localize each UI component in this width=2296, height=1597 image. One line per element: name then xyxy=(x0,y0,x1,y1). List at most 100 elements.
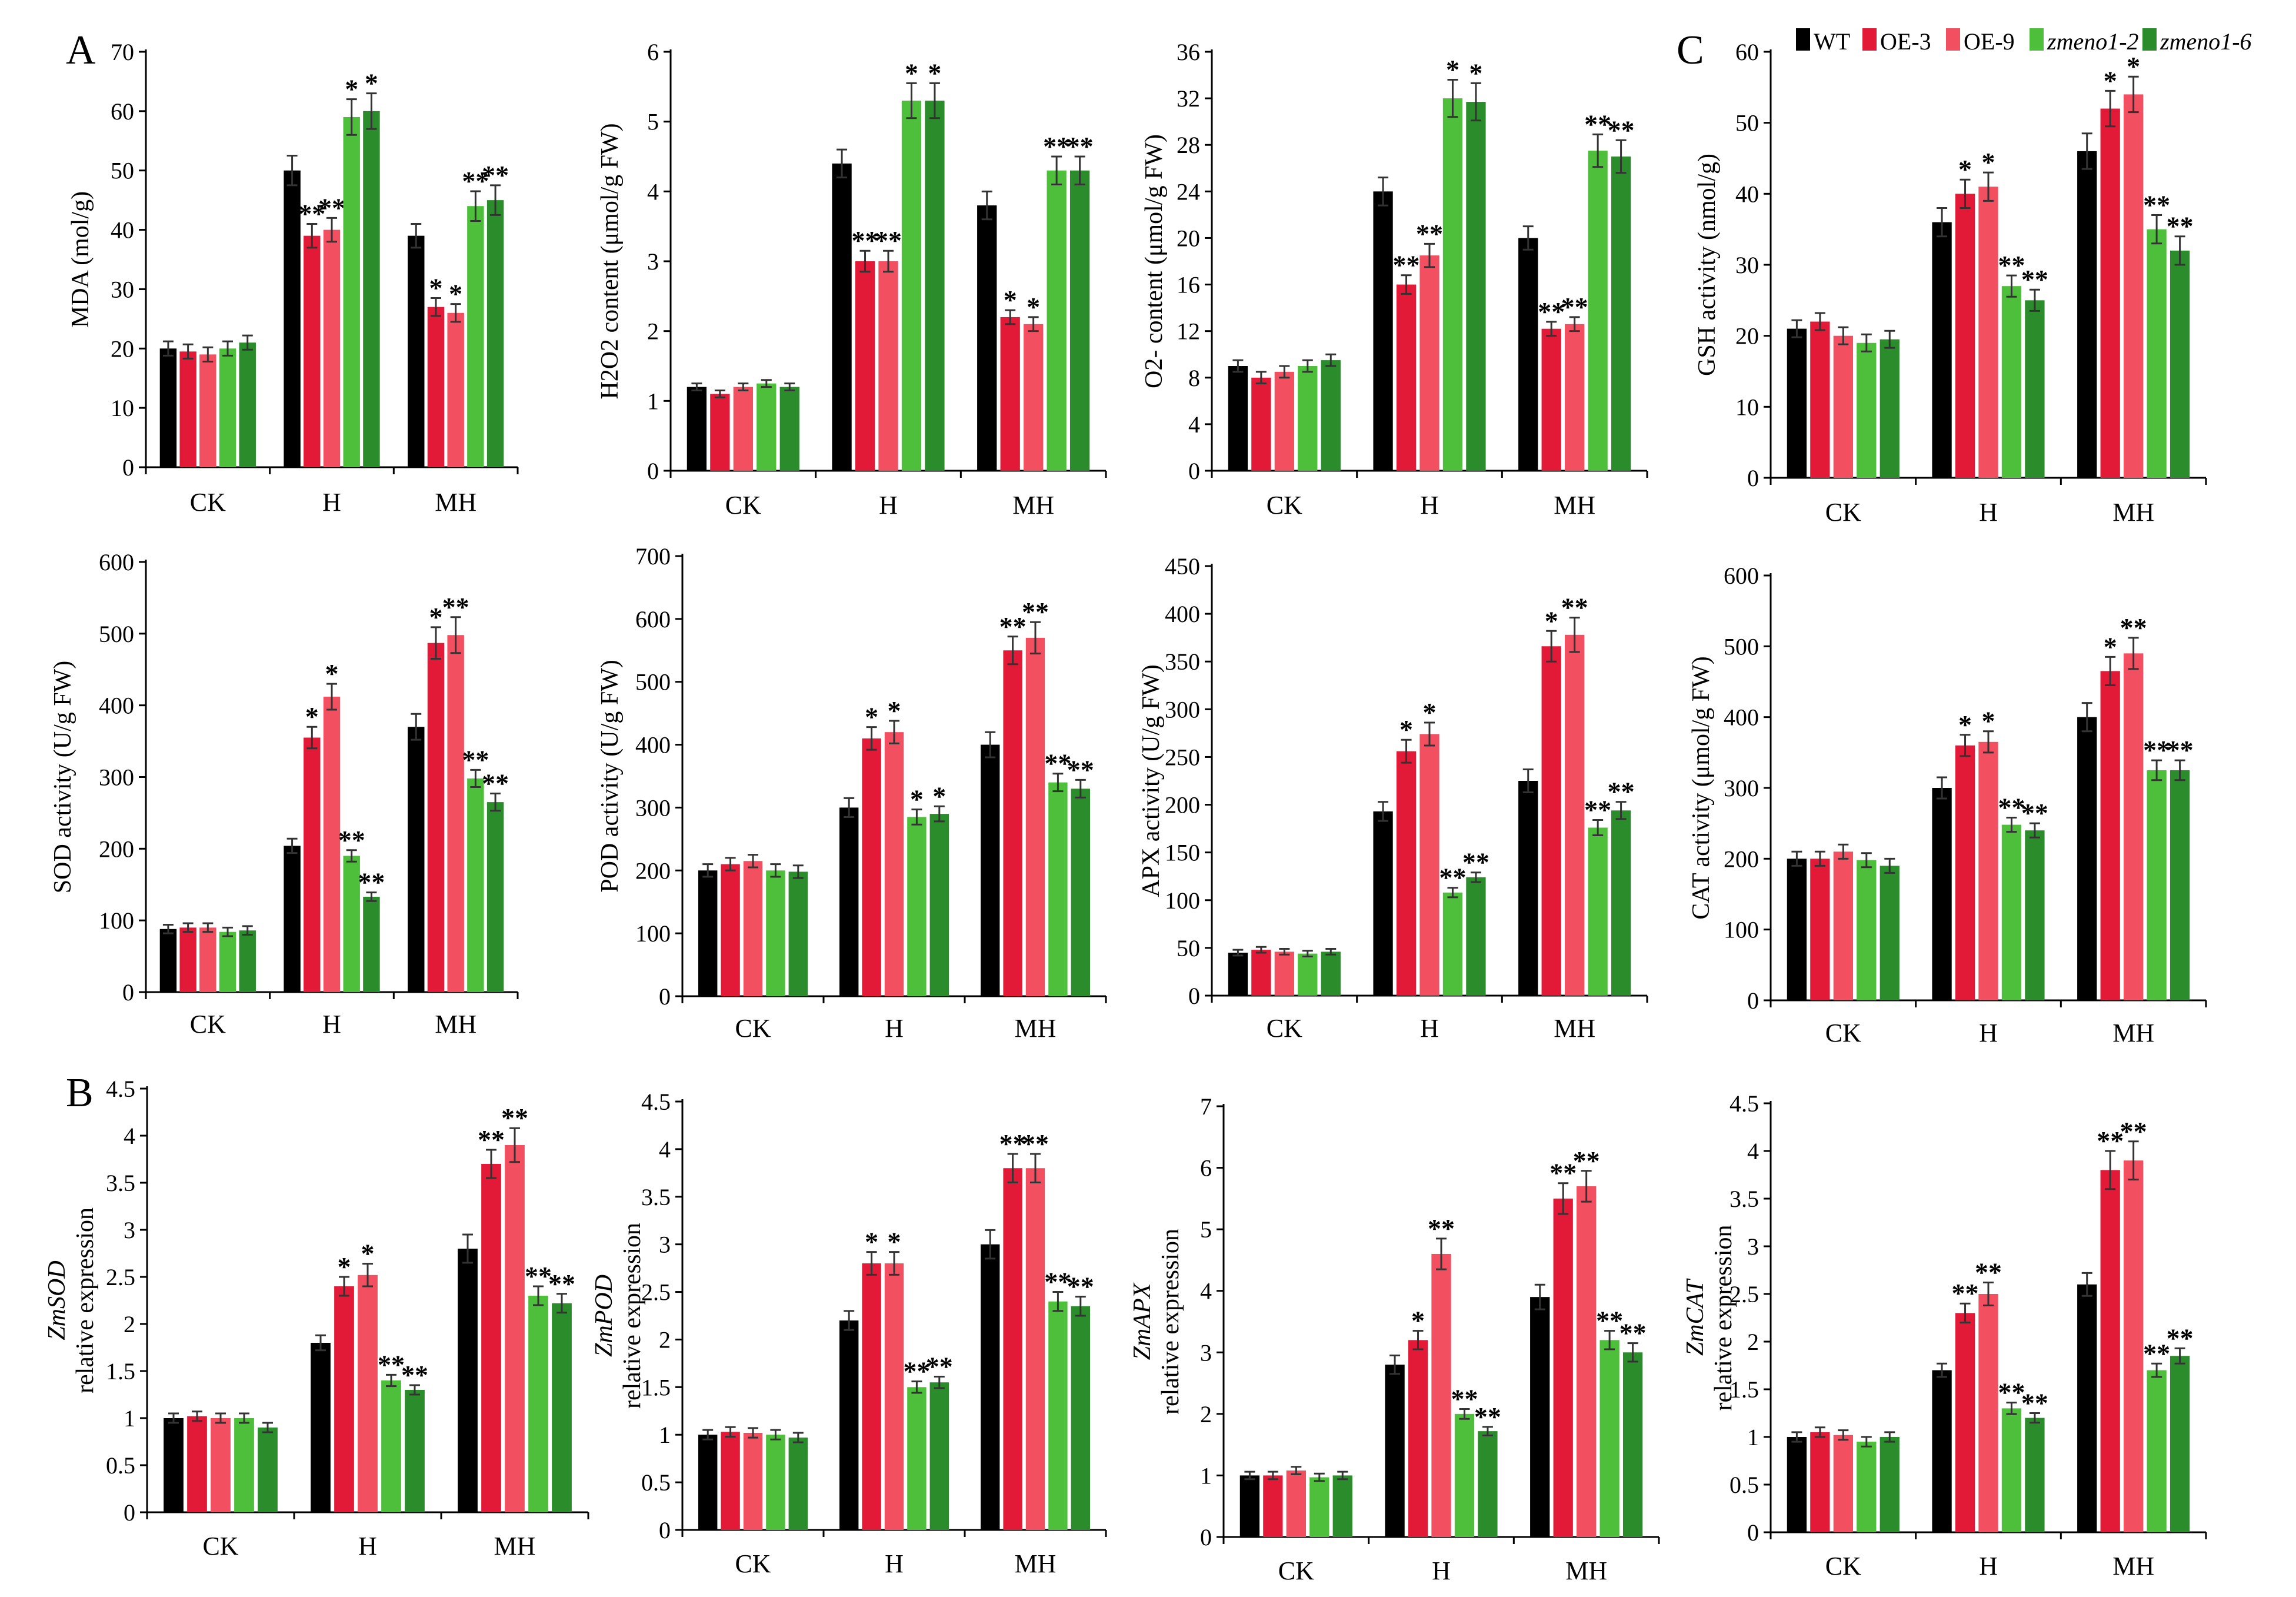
category-label: MH xyxy=(1012,491,1054,520)
bar xyxy=(1833,335,1853,478)
y-tick-label: 5 xyxy=(1200,1216,1212,1243)
bar xyxy=(862,738,881,996)
bar xyxy=(159,348,177,467)
y-tick-label: 350 xyxy=(1165,648,1200,675)
significance-mark: ** xyxy=(1022,1129,1049,1159)
bar xyxy=(907,817,927,996)
significance-mark: * xyxy=(1446,54,1459,84)
y-axis-label: ZmAPXrelative expression xyxy=(1129,1229,1184,1415)
bar xyxy=(1431,1253,1451,1537)
significance-mark: ** xyxy=(2167,211,2194,241)
y-tick-label: 30 xyxy=(111,276,134,302)
bar xyxy=(304,235,321,467)
bar xyxy=(408,727,425,992)
significance-mark: ** xyxy=(2021,798,2048,828)
y-tick-label: 400 xyxy=(1724,704,1759,731)
bar xyxy=(878,261,898,471)
y-axis-label-gene: ZmSOD xyxy=(44,1260,71,1340)
y-tick-label: 3 xyxy=(1747,1233,1759,1260)
bar xyxy=(343,117,360,467)
bar xyxy=(164,1418,184,1512)
bar xyxy=(687,387,707,471)
significance-mark: ** xyxy=(1584,109,1611,139)
significance-mark: ** xyxy=(501,1103,528,1133)
y-tick-label: 0 xyxy=(659,983,671,1010)
y-tick-label: 70 xyxy=(111,39,134,65)
bar xyxy=(334,1286,354,1512)
bar xyxy=(1396,284,1417,471)
bar xyxy=(1298,366,1318,471)
bar xyxy=(2100,108,2120,478)
significance-mark: ** xyxy=(1416,218,1443,248)
bar xyxy=(363,111,380,467)
significance-mark: ** xyxy=(903,1356,930,1386)
y-tick-label: 4 xyxy=(124,1123,135,1149)
significance-mark: ** xyxy=(298,198,325,228)
significance-mark: * xyxy=(1982,706,1995,736)
bar xyxy=(2170,250,2190,478)
bar xyxy=(1228,366,1248,471)
bar xyxy=(1003,1168,1022,1530)
y-tick-label: 3.5 xyxy=(1730,1186,1759,1212)
bar xyxy=(2077,151,2097,478)
bar xyxy=(1000,317,1020,471)
bar xyxy=(1588,151,1608,471)
chart-zmsod: 00.511.522.533.544.5CK H* *****MH********Z… xyxy=(44,1076,589,1561)
significance-mark: * xyxy=(1004,285,1017,315)
bar xyxy=(1577,1186,1597,1537)
y-tick-label: 150 xyxy=(1165,840,1200,866)
bar xyxy=(2124,653,2144,1000)
y-axis-label: APX activity (U/g FW) xyxy=(1138,664,1165,897)
bar xyxy=(2001,286,2022,478)
category-label: MH xyxy=(2112,1019,2154,1047)
y-tick-label: 300 xyxy=(1165,696,1200,723)
bar xyxy=(427,643,445,992)
y-tick-label: 2 xyxy=(647,318,659,345)
y-tick-label: 100 xyxy=(1724,917,1759,943)
y-tick-label: 2 xyxy=(659,1326,671,1353)
bar xyxy=(1880,339,1900,478)
y-axis-label-text: relative expression xyxy=(1157,1229,1184,1415)
significance-mark: * xyxy=(865,1227,878,1257)
y-axis-label-text: relative expression xyxy=(619,1223,646,1409)
y-tick-label: 4 xyxy=(1188,411,1200,438)
category-label: H xyxy=(879,491,898,520)
y-tick-label: 24 xyxy=(1177,178,1200,205)
bar xyxy=(1454,1413,1475,1537)
y-tick-label: 700 xyxy=(635,543,671,570)
category-label: H xyxy=(1432,1556,1451,1585)
bar xyxy=(258,1428,278,1512)
y-tick-label: 1.5 xyxy=(641,1374,671,1400)
bar xyxy=(1553,1198,1573,1537)
legend-label-zmeno1-2: zmeno1-2 xyxy=(2047,28,2139,55)
panel-letter-c: C xyxy=(1677,28,1704,73)
significance-mark: * xyxy=(1982,147,1995,177)
bar xyxy=(1588,827,1608,996)
y-tick-label: 100 xyxy=(1165,887,1200,914)
bar xyxy=(211,1418,231,1512)
significance-mark: ** xyxy=(875,225,902,255)
bar xyxy=(1309,1477,1329,1537)
y-tick-label: 12 xyxy=(1177,318,1200,345)
y-tick-label: 3 xyxy=(1200,1339,1212,1366)
bar xyxy=(1541,328,1561,471)
y-tick-label: 0 xyxy=(1188,983,1200,1009)
y-tick-label: 200 xyxy=(1165,792,1200,819)
category-label: MH xyxy=(1015,1549,1057,1578)
bar xyxy=(1565,324,1585,471)
y-tick-label: 8 xyxy=(1188,365,1200,391)
significance-mark: * xyxy=(910,784,924,814)
chart-zmcat: 00.511.522.533.544.5CK H********MH*******… xyxy=(1682,1090,2207,1581)
significance-mark: * xyxy=(338,1252,351,1282)
y-tick-label: 0 xyxy=(1188,458,1200,484)
bar xyxy=(234,1418,254,1512)
bar xyxy=(1069,170,1090,471)
y-tick-label: 1.5 xyxy=(1730,1376,1759,1403)
significance-mark: ** xyxy=(1067,131,1094,161)
y-tick-label: 400 xyxy=(99,693,134,719)
bar xyxy=(1810,321,1830,478)
significance-mark: ** xyxy=(462,166,489,196)
bar xyxy=(304,737,321,992)
